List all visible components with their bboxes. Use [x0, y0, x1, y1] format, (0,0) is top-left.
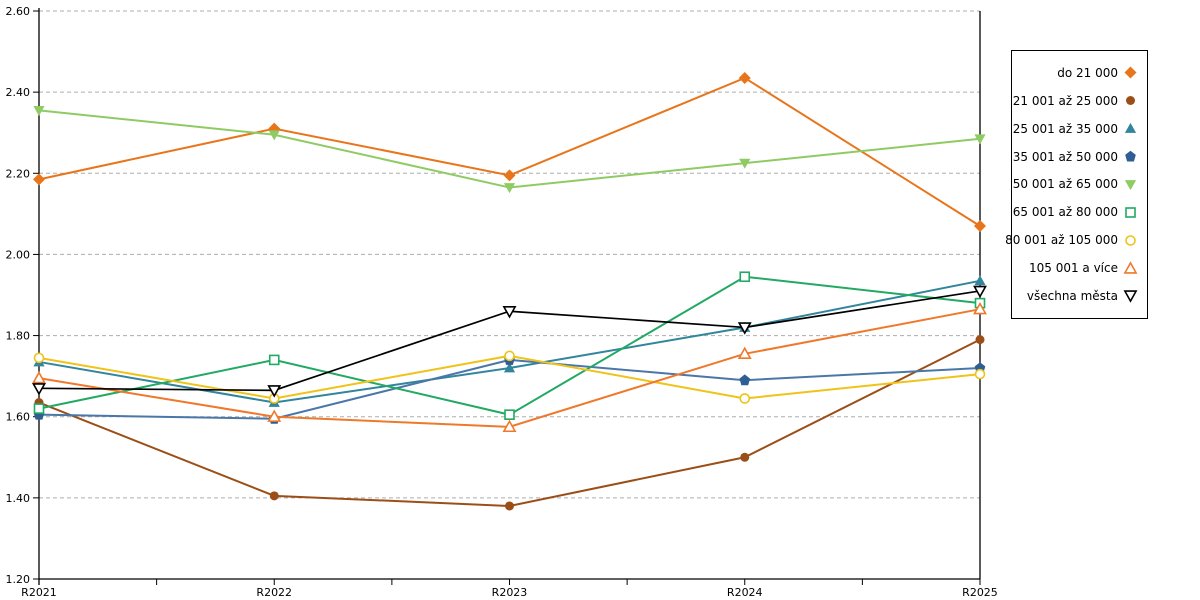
legend-marker-glyph — [1124, 180, 1137, 191]
data-point-5-R2021 — [33, 403, 45, 414]
legend-marker-glyph — [1126, 96, 1135, 106]
chart-legend: do 21 000 21 001 až 25 000 25 001 až 35 00… — [1005, 50, 1148, 319]
x-tick-label: R2023 — [492, 586, 528, 599]
data-point-6-R2023 — [504, 350, 515, 362]
data-point-0-R2024 — [738, 71, 751, 84]
y-tick-label: 2.60 — [6, 5, 31, 18]
y-tick-label: 1.20 — [6, 573, 31, 586]
data-point-2-R2025 — [974, 275, 986, 286]
legend-label: 80 001 až 105 000 — [1005, 233, 1118, 248]
legend-item-5: 65 001 až 80 000 — [1012, 205, 1138, 220]
data-point-4-R2023 — [503, 183, 516, 194]
y-tick-label: 1.60 — [6, 411, 31, 424]
data-point-7-R2022 — [267, 409, 282, 422]
data-point-1-R2024 — [740, 452, 750, 462]
legend-label: 35 001 až 50 000 — [1012, 149, 1118, 164]
data-point-4-R2022 — [268, 130, 280, 141]
data-point-7-R2023 — [502, 419, 517, 433]
data-point-7-R2025 — [973, 301, 987, 315]
data-point-5-R2024 — [739, 271, 751, 283]
legend-item-2: 25 001 až 35 000 — [1012, 121, 1138, 136]
data-point-0-R2021 — [33, 173, 45, 186]
data-point-2-R2023 — [503, 362, 516, 373]
legend-label: 25 001 až 35 000 — [1012, 121, 1118, 136]
y-tick-label: 2.00 — [6, 248, 31, 261]
legend-marker-glyph — [1125, 207, 1136, 218]
data-point-8-R2024 — [737, 322, 752, 335]
legend-item-6: 80 001 až 105 000 — [1005, 233, 1138, 248]
pentagon-marker-icon — [1125, 150, 1136, 162]
x-tick-label: R2021 — [21, 586, 57, 599]
data-point-6-R2025 — [974, 368, 986, 380]
legend-item-3: 35 001 až 50 000 — [1012, 149, 1138, 164]
x-tick-label: R2025 — [962, 586, 998, 599]
circle-marker-icon — [1126, 96, 1135, 106]
data-point-8-R2021 — [32, 383, 46, 396]
legend-label: 65 001 až 80 000 — [1012, 205, 1118, 220]
legend-item-8: všechna města — [1016, 288, 1138, 304]
data-point-1-R2023 — [505, 501, 514, 511]
data-point-6-R2021 — [33, 352, 45, 364]
data-point-7-R2024 — [737, 346, 752, 360]
x-tick-label: R2022 — [256, 586, 292, 599]
triangle-up-marker-icon — [1124, 123, 1137, 134]
legend-marker-glyph — [1123, 260, 1138, 274]
legend-marker-glyph — [1124, 66, 1137, 79]
legend-item-1: 21 001 až 25 000 — [1012, 93, 1138, 108]
data-point-4-R2021 — [33, 106, 45, 116]
triangle-down-marker-icon — [1123, 290, 1138, 304]
circle-marker-icon — [1125, 234, 1136, 246]
legend-item-7: 105 001 a více — [1016, 260, 1138, 276]
legend-label: 105 001 a více — [1028, 261, 1118, 276]
legend-label: všechna města — [1026, 288, 1118, 303]
y-tick-label: 2.40 — [6, 86, 31, 99]
series-line-2 — [38, 279, 981, 404]
data-point-0-R2023 — [503, 169, 516, 182]
data-point-3-R2024 — [739, 374, 751, 386]
data-point-5-R2023 — [504, 409, 515, 420]
series-line-0 — [38, 76, 981, 227]
triangle-up-marker-icon — [1123, 260, 1138, 274]
data-point-8-R2025 — [973, 285, 987, 299]
legend-label: 21 001 až 25 000 — [1012, 93, 1118, 108]
diamond-marker-icon — [1124, 66, 1137, 79]
y-tick-label: 2.20 — [6, 167, 31, 180]
y-tick-label: 1.40 — [6, 492, 31, 505]
series-line-5 — [38, 275, 981, 416]
data-point-5-R2022 — [268, 354, 280, 366]
data-point-4-R2025 — [974, 134, 986, 145]
x-tick-label: R2024 — [727, 586, 763, 599]
legend-marker-glyph — [1125, 234, 1136, 246]
data-point-8-R2022 — [267, 385, 282, 398]
triangle-down-marker-icon — [1124, 180, 1137, 191]
data-point-1-R2025 — [975, 335, 985, 345]
data-point-6-R2024 — [739, 393, 751, 404]
y-tick-label: 1.80 — [6, 330, 31, 343]
legend-marker-glyph — [1124, 123, 1137, 134]
legend-marker-glyph — [1125, 150, 1136, 162]
data-point-7-R2021 — [32, 370, 46, 384]
data-point-4-R2024 — [739, 158, 751, 169]
legend-marker-glyph — [1123, 290, 1138, 304]
legend-item-0: do 21 000 — [1016, 65, 1138, 80]
legend-label: 50 001 až 65 000 — [1012, 177, 1118, 192]
legend-item-4: 50 001 až 65 000 — [1012, 177, 1138, 192]
data-point-1-R2022 — [269, 491, 279, 501]
legend-label: do 21 000 — [1057, 65, 1118, 80]
square-marker-icon — [1125, 207, 1136, 218]
data-point-8-R2023 — [502, 306, 517, 319]
data-point-0-R2025 — [974, 220, 986, 233]
